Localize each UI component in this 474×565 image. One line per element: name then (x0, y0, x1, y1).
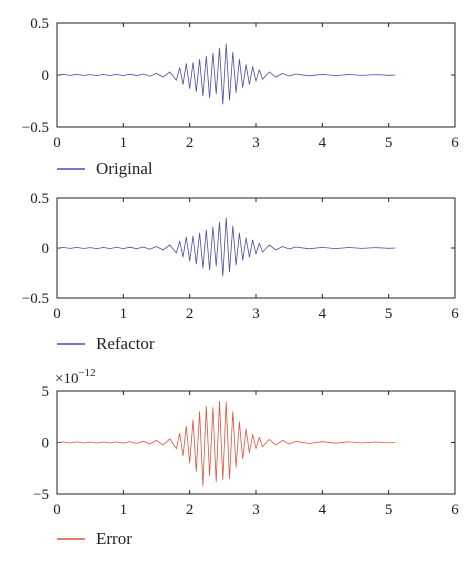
y-tick-label: 0.5 (30, 16, 49, 32)
x-tick-label: 3 (252, 135, 260, 151)
x-tick-label: 1 (120, 306, 128, 322)
x-tick-label: 6 (451, 306, 459, 322)
x-tick-label: 4 (319, 135, 327, 151)
series-line-refactor (56, 217, 396, 277)
x-tick-label: 0 (53, 306, 61, 322)
x-tick-label: 6 (451, 135, 459, 151)
y-tick-label: −0.5 (22, 120, 49, 136)
x-tick-label: 4 (319, 306, 327, 322)
y-tick-label: 0.5 (30, 191, 49, 207)
y-scale-exponent: −12 (78, 367, 95, 379)
legend-label-error: Error (96, 529, 132, 548)
y-tick-label: −5 (33, 487, 49, 503)
legend-label-refactor: Refactor (96, 334, 155, 353)
x-tick-label: 2 (186, 135, 194, 151)
x-tick-label: 2 (186, 502, 194, 518)
x-tick-label: 2 (186, 306, 194, 322)
y-tick-label: 5 (42, 384, 50, 400)
y-scale-factor: ×10−12 (55, 367, 96, 387)
y-tick-label: 0 (42, 241, 50, 257)
y-tick-label: 0 (42, 68, 50, 84)
x-tick-label: 6 (451, 502, 459, 518)
x-tick-label: 0 (53, 135, 61, 151)
x-tick-label: 0 (53, 502, 61, 518)
series-line-original (56, 43, 396, 105)
y-scale-base: ×10 (55, 371, 78, 387)
legend-label-original: Original (96, 159, 153, 178)
x-tick-label: 3 (252, 502, 260, 518)
y-tick-label: −0.5 (22, 291, 49, 307)
x-tick-label: 3 (252, 306, 260, 322)
y-tick-label: 0 (42, 436, 50, 452)
x-tick-label: 5 (385, 306, 393, 322)
x-tick-label: 5 (385, 135, 393, 151)
x-tick-label: 5 (385, 502, 393, 518)
x-tick-label: 4 (319, 502, 327, 518)
x-tick-label: 1 (120, 502, 128, 518)
series-line-error (56, 400, 396, 487)
x-tick-label: 1 (120, 135, 128, 151)
